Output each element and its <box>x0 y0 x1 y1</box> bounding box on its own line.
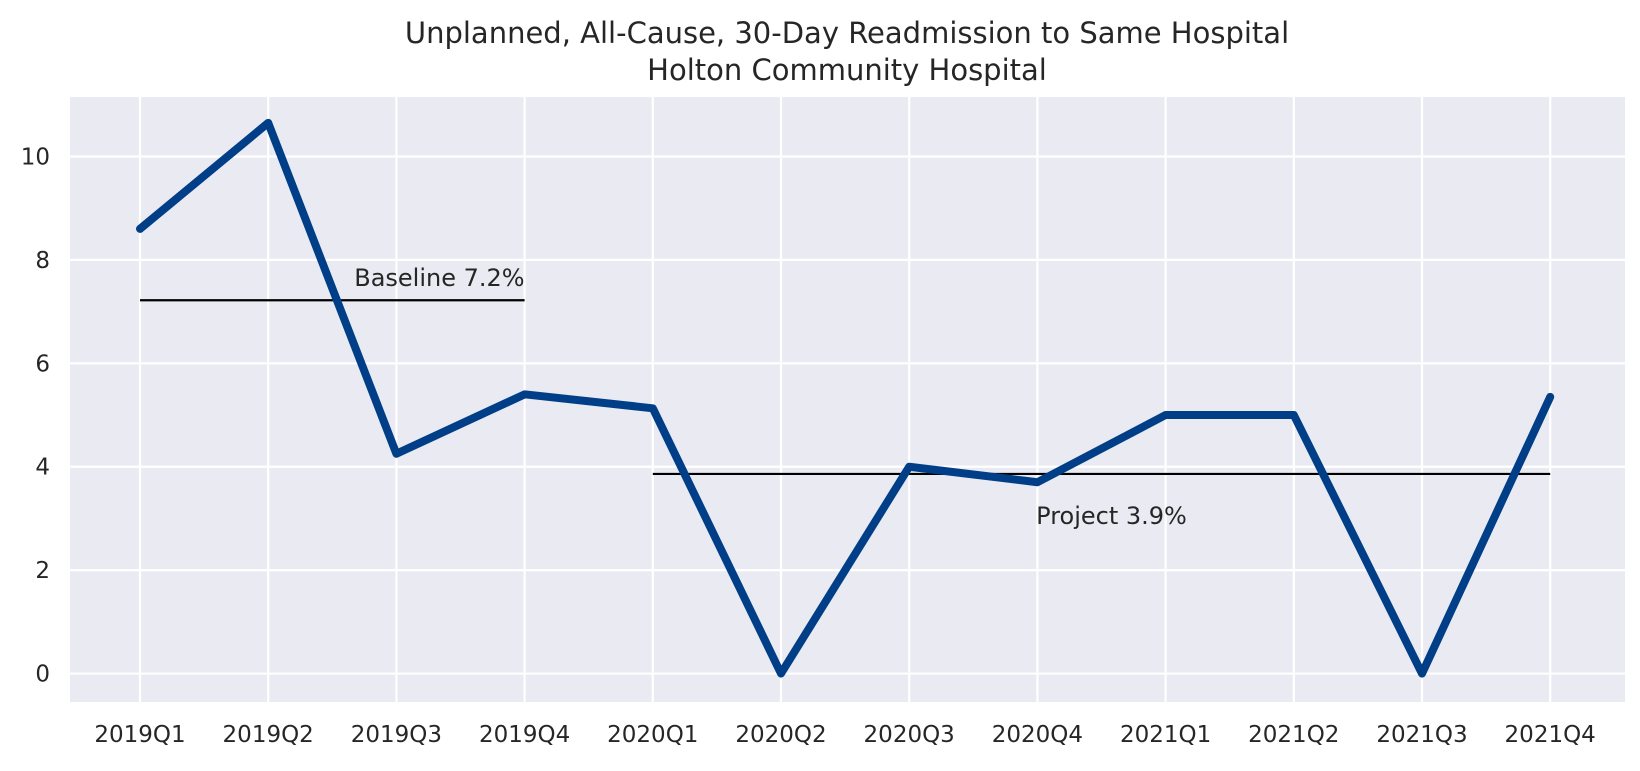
chart-title: Unplanned, All-Cause, 30-Day Readmission… <box>405 16 1289 50</box>
data-point <box>522 392 527 397</box>
x-tick-label: 2020Q4 <box>992 722 1083 748</box>
data-point <box>907 464 912 469</box>
x-tick-label: 2019Q1 <box>94 722 185 748</box>
data-point <box>1035 480 1040 485</box>
data-point <box>138 226 142 231</box>
reference-label: Baseline 7.2% <box>354 264 524 292</box>
data-point <box>779 671 783 676</box>
x-tick-label: 2019Q4 <box>479 722 570 748</box>
series-layer <box>136 118 1555 678</box>
y-tick-label: 4 <box>35 455 50 481</box>
tick-labels: 2019Q1 2019Q2 2019Q3 2019Q4 2020Q1 2020Q2 2020… <box>21 144 1596 748</box>
x-tick-label: 2021Q4 <box>1505 722 1596 748</box>
data-point <box>650 406 655 411</box>
x-tick-label: 2020Q2 <box>735 722 826 748</box>
y-tick-label: 10 <box>21 144 50 170</box>
x-tick-label: 2020Q3 <box>864 722 955 748</box>
data-point <box>394 451 399 456</box>
y-tick-label: 6 <box>35 351 50 377</box>
x-tick-label: 2021Q2 <box>1248 722 1339 748</box>
data-point <box>1420 671 1424 676</box>
reference-label: Project 3.9% <box>1036 502 1187 530</box>
x-tick-label: 2021Q1 <box>1120 722 1211 748</box>
reference-lines: Baseline 7.2% Project 3.9% <box>140 264 1551 530</box>
x-tick-label: 2019Q3 <box>351 722 442 748</box>
y-tick-label: 8 <box>35 248 50 274</box>
x-tick-label: 2021Q3 <box>1376 722 1467 748</box>
series-line <box>136 118 1555 678</box>
y-tick-label: 0 <box>35 662 50 688</box>
x-tick-label: 2019Q2 <box>223 722 314 748</box>
x-tick-label: 2020Q1 <box>607 722 698 748</box>
y-tick-label: 2 <box>35 558 50 584</box>
data-point <box>1291 413 1296 418</box>
plot-background <box>70 97 1625 702</box>
chart-subtitle: Holton Community Hospital <box>647 53 1047 87</box>
data-point <box>1163 413 1168 418</box>
data-point <box>266 120 271 125</box>
data-point <box>1548 394 1553 399</box>
